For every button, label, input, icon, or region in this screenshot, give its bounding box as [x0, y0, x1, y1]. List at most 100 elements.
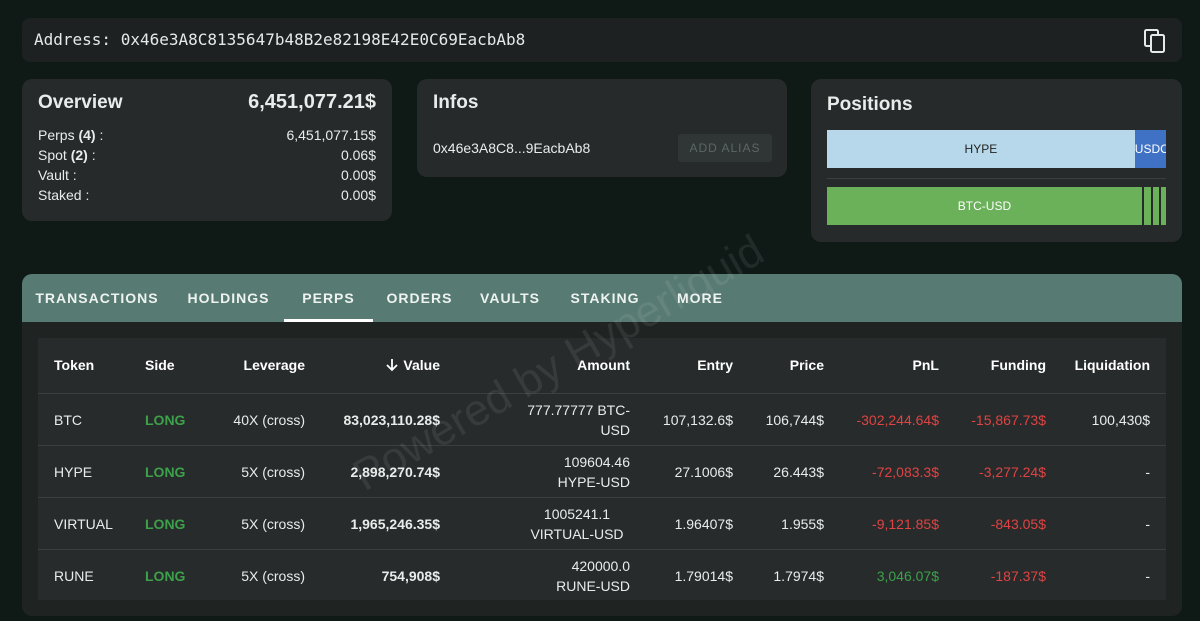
overview-row-name: Vault	[38, 167, 69, 183]
cell-side-text: LONG	[145, 568, 186, 584]
overview-row-count: (2)	[70, 147, 88, 163]
infos-title: Infos	[433, 92, 479, 113]
cell-amount-text: 109604.46 HYPE-USD	[557, 454, 630, 490]
tab-vaults[interactable]: VAULTS	[480, 290, 540, 306]
column-header-value-label: Value	[403, 357, 440, 373]
overview-title: Overview	[38, 92, 123, 113]
cell-price: 1.7974$	[733, 550, 824, 602]
cell-value: 83,023,110.28$	[305, 394, 440, 446]
overview-row-label: Staked :	[38, 187, 89, 203]
tab-panel: TRANSACTIONS HOLDINGS PERPS ORDERS VAULTS STA…	[22, 274, 1182, 616]
cell-leverage-text: 5X (cross)	[241, 516, 305, 532]
cell-pnl: 3,046.07$	[824, 550, 939, 602]
cell-pnl-text: -302,244.64$	[856, 412, 939, 428]
infos-card: Infos 0x46e3A8C8...9EacbAb8 ADD ALIAS	[417, 79, 787, 177]
tab-holdings[interactable]: HOLDINGS	[187, 290, 270, 306]
column-header-value[interactable]: Value	[305, 338, 440, 392]
cell-price: 26.443$	[733, 446, 824, 498]
tab-more[interactable]: MORE	[677, 290, 723, 306]
cell-funding-text: -15,867.73$	[971, 412, 1046, 428]
table-row[interactable]: HYPE LONG 5X (cross) 2,898,270.74$ 109604.46…	[38, 445, 1166, 498]
positions-segment[interactable]	[1153, 187, 1159, 225]
cell-liquidation-text: -	[1145, 568, 1150, 584]
cell-amount-text: 1005241.1 VIRTUAL-USD	[530, 506, 624, 542]
column-header-funding: Funding	[990, 357, 1046, 373]
positions-divider	[827, 178, 1166, 179]
cell-value-text: 2,898,270.74$	[350, 464, 440, 480]
cell-side-text: LONG	[145, 412, 186, 428]
active-tab-indicator	[284, 319, 373, 322]
tab-staking[interactable]: STAKING	[570, 290, 640, 306]
cell-pnl: -302,244.64$	[824, 394, 939, 446]
overview-row-value: 0.00$	[340, 187, 376, 203]
column-header-leverage: Leverage	[243, 357, 305, 373]
cell-side: LONG	[145, 446, 215, 498]
column-header-side: Side	[145, 357, 175, 373]
address-text: Address: 0x46e3A8C8135647b48B2e82198E42E…	[34, 30, 526, 49]
cell-entry-text: 27.1006$	[674, 464, 733, 480]
cell-token-text: BTC	[54, 412, 82, 428]
cell-liquidation-text: -	[1145, 516, 1150, 532]
tab-orders[interactable]: ORDERS	[386, 290, 453, 306]
cell-value-text: 1,965,246.35$	[350, 516, 440, 532]
column-header-price: Price	[789, 357, 824, 373]
column-header-liquidation: Liquidation	[1074, 357, 1150, 373]
cell-entry: 27.1006$	[630, 446, 733, 498]
overview-row-colon: :	[87, 147, 96, 163]
cell-entry-text: 1.96407$	[674, 516, 733, 532]
cell-funding: -15,867.73$	[939, 394, 1046, 446]
table-row[interactable]: VIRTUAL LONG 5X (cross) 1,965,246.35$ 100524…	[38, 497, 1166, 550]
cell-funding-text: -187.37$	[990, 568, 1046, 584]
overview-row-label: Spot (2) :	[38, 147, 96, 163]
cell-funding: -3,277.24$	[939, 446, 1046, 498]
overview-row: Spot (2) : 0.06$	[38, 147, 376, 167]
table-row[interactable]: RUNE LONG 5X (cross) 754,908$ 420000.0 RUNE-…	[38, 549, 1166, 602]
cell-pnl: -72,083.3$	[824, 446, 939, 498]
overview-row-colon: :	[81, 187, 90, 203]
overview-row-label: Vault :	[38, 167, 77, 183]
cell-amount: 777.77777 BTC-USD	[440, 394, 630, 446]
positions-segment[interactable]	[1143, 187, 1152, 225]
column-header-token: Token	[54, 357, 95, 373]
cell-value-text: 754,908$	[381, 568, 440, 584]
cell-value: 1,965,246.35$	[305, 498, 440, 550]
overview-row-value: 0.00$	[340, 167, 376, 183]
cell-value: 2,898,270.74$	[305, 446, 440, 498]
cell-token-text: HYPE	[54, 464, 93, 480]
column-header-pnl: PnL	[912, 357, 939, 373]
cell-leverage: 5X (cross)	[215, 446, 305, 498]
positions-segment[interactable]: USDC	[1134, 130, 1166, 168]
cell-funding-text: -843.05$	[990, 516, 1046, 532]
cell-leverage: 5X (cross)	[215, 550, 305, 602]
cell-price-text: 106,744$	[765, 412, 824, 428]
short-address: 0x46e3A8C8...9EacbAb8	[433, 140, 591, 156]
overview-row: Perps (4) : 6,451,077.15$	[38, 127, 376, 147]
cell-pnl: -9,121.85$	[824, 498, 939, 550]
add-alias-button[interactable]: ADD ALIAS	[678, 134, 772, 162]
cell-token: HYPE	[54, 446, 144, 498]
address-bar: Address: 0x46e3A8C8135647b48B2e82198E42E…	[22, 18, 1182, 62]
tab-bar: TRANSACTIONS HOLDINGS PERPS ORDERS VAULTS STA…	[22, 274, 1182, 322]
overview-row-name: Staked	[38, 187, 82, 203]
cell-amount: 1005241.1 VIRTUAL-USD	[440, 498, 630, 550]
copy-icon[interactable]	[1144, 29, 1166, 53]
cell-token-text: RUNE	[54, 568, 94, 584]
tab-transactions[interactable]: TRANSACTIONS	[35, 290, 159, 306]
overview-row: Vault : 0.00$	[38, 167, 376, 187]
cell-pnl-text: -72,083.3$	[872, 464, 939, 480]
tab-perps[interactable]: PERPS	[302, 290, 355, 306]
cell-price-text: 26.443$	[773, 464, 824, 480]
positions-segment[interactable]: HYPE	[827, 130, 1135, 168]
cell-leverage-text: 5X (cross)	[241, 568, 305, 584]
address-value: 0x46e3A8C8135647b48B2e82198E42E0C69EacbA…	[120, 30, 526, 49]
cell-liquidation-text: -	[1145, 464, 1150, 480]
overview-row-colon: :	[68, 167, 77, 183]
cell-amount-text: 777.77777 BTC-USD	[527, 402, 630, 438]
positions-segment[interactable]: BTC-USD	[827, 187, 1142, 225]
table-row[interactable]: BTC LONG 40X (cross) 83,023,110.28$ 777.7777…	[38, 393, 1166, 446]
positions-segment[interactable]	[1160, 187, 1166, 225]
cell-price-text: 1.955$	[781, 516, 824, 532]
cell-side: LONG	[145, 394, 215, 446]
cell-liquidation: -	[1046, 498, 1150, 550]
cell-token: VIRTUAL	[54, 498, 144, 550]
